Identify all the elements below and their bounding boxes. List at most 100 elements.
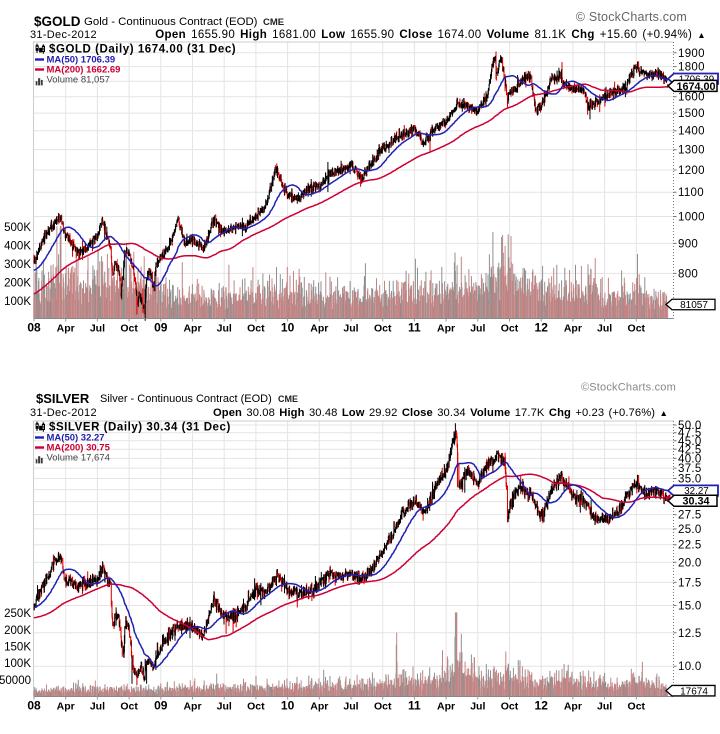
svg-text:1600: 1600 (678, 92, 705, 104)
svg-text:31-Dec-2012: 31-Dec-2012 (30, 29, 97, 41)
svg-text:Jul: Jul (470, 701, 485, 713)
svg-text:Jul: Jul (217, 323, 232, 335)
svg-text:Volume 17,674: Volume 17,674 (47, 453, 110, 464)
svg-text:31-Dec-2012: 31-Dec-2012 (30, 407, 97, 419)
svg-text:100K: 100K (4, 658, 31, 670)
svg-text:47.5: 47.5 (678, 428, 702, 440)
svg-text:32.27: 32.27 (684, 486, 709, 497)
svg-text:25.0: 25.0 (678, 524, 702, 536)
svg-text:Oct: Oct (628, 323, 646, 335)
svg-text:Jul: Jul (343, 323, 358, 335)
svg-text:1200: 1200 (678, 165, 705, 177)
svg-text:Apr: Apr (564, 323, 582, 335)
svg-text:$GOLD: $GOLD (34, 14, 81, 29)
svg-text:Apr: Apr (57, 701, 75, 713)
svg-text:12: 12 (535, 699, 549, 713)
svg-text:Oct: Oct (247, 701, 265, 713)
svg-text:Apr: Apr (310, 323, 328, 335)
svg-text:1400: 1400 (678, 126, 705, 138)
svg-text:1100: 1100 (678, 187, 704, 199)
svg-text:Apr: Apr (437, 323, 455, 335)
svg-text:$GOLD (Daily) 1674.00 (31 Dec): $GOLD (Daily) 1674.00 (31 Dec) (49, 44, 236, 56)
svg-text:150K: 150K (4, 642, 31, 654)
svg-text:50000: 50000 (0, 675, 31, 687)
svg-text:Apr: Apr (310, 701, 328, 713)
svg-text:Oct: Oct (374, 323, 392, 335)
svg-text:Oct: Oct (120, 701, 138, 713)
svg-text:Open 30.08 High 30.48 Low 29.9: Open 30.08 High 30.48 Low 29.92 Close 30… (213, 407, 668, 419)
svg-text:Jul: Jul (90, 323, 105, 335)
svg-text:50.0: 50.0 (678, 420, 702, 432)
svg-text:$SILVER: $SILVER (36, 391, 90, 406)
svg-text:1800: 1800 (678, 62, 705, 74)
svg-text:09: 09 (154, 699, 168, 713)
svg-text:81057: 81057 (680, 300, 708, 311)
svg-text:© StockCharts.com: © StockCharts.com (576, 10, 687, 24)
svg-text:20.0: 20.0 (678, 557, 702, 569)
svg-text:Oct: Oct (374, 701, 392, 713)
svg-text:400K: 400K (4, 241, 31, 253)
svg-text:10.0: 10.0 (678, 661, 702, 673)
svg-text:100K: 100K (4, 296, 31, 308)
svg-text:22.5: 22.5 (678, 540, 702, 552)
svg-text:27.5: 27.5 (678, 510, 702, 522)
svg-text:Jul: Jul (90, 701, 105, 713)
svg-text:10: 10 (281, 321, 295, 335)
svg-text:Volume 81,057: Volume 81,057 (47, 75, 110, 86)
svg-text:Apr: Apr (57, 323, 75, 335)
svg-text:15.0: 15.0 (678, 601, 702, 613)
svg-text:Oct: Oct (628, 701, 646, 713)
svg-text:08: 08 (27, 321, 41, 335)
svg-text:800: 800 (678, 268, 698, 280)
svg-text:17.5: 17.5 (678, 577, 702, 589)
svg-text:Gold - Continuous Contract (EO: Gold - Continuous Contract (EOD) (84, 16, 258, 28)
svg-text:1674.00: 1674.00 (676, 81, 715, 93)
svg-text:MA(200) 1662.69: MA(200) 1662.69 (47, 65, 121, 76)
svg-text:30.34: 30.34 (682, 496, 709, 508)
svg-text:42.5: 42.5 (678, 444, 702, 456)
svg-text:1300: 1300 (678, 145, 705, 157)
svg-text:1900: 1900 (678, 48, 705, 60)
svg-text:Oct: Oct (501, 701, 519, 713)
svg-text:Jul: Jul (217, 701, 232, 713)
svg-text:CME: CME (278, 394, 298, 404)
svg-text:37.5: 37.5 (678, 463, 702, 475)
svg-text:1000: 1000 (678, 212, 705, 224)
svg-text:300K: 300K (4, 259, 31, 271)
svg-text:MA(50) 32.27: MA(50) 32.27 (47, 433, 105, 444)
svg-text:900: 900 (678, 238, 698, 250)
svg-text:08: 08 (27, 699, 41, 713)
svg-text:Jul: Jul (597, 323, 612, 335)
svg-text:200K: 200K (4, 625, 31, 637)
svg-text:500K: 500K (4, 222, 31, 234)
svg-text:MA(200) 30.75: MA(200) 30.75 (47, 443, 111, 454)
svg-text:Jul: Jul (597, 701, 612, 713)
svg-text:©StockCharts.com: ©StockCharts.com (581, 382, 676, 394)
svg-text:CME: CME (263, 17, 284, 28)
svg-text:17674: 17674 (680, 686, 708, 697)
svg-text:35.0: 35.0 (678, 474, 702, 486)
svg-text:250K: 250K (4, 608, 31, 620)
svg-text:200K: 200K (4, 278, 31, 290)
svg-text:09: 09 (154, 321, 168, 335)
svg-text:Oct: Oct (501, 323, 519, 335)
svg-text:Apr: Apr (564, 701, 582, 713)
svg-text:45.0: 45.0 (678, 436, 702, 448)
svg-text:Jul: Jul (470, 323, 485, 335)
svg-text:1500: 1500 (678, 108, 705, 120)
svg-text:40.0: 40.0 (678, 453, 702, 465)
svg-text:Silver - Continuous Contract (: Silver - Continuous Contract (EOD) (100, 393, 272, 405)
svg-text:$SILVER (Daily) 30.34 (31 Dec): $SILVER (Daily) 30.34 (31 Dec) (49, 422, 231, 434)
svg-text:MA(50) 1706.39: MA(50) 1706.39 (47, 55, 116, 66)
svg-text:Oct: Oct (120, 323, 138, 335)
svg-text:Apr: Apr (437, 701, 455, 713)
svg-text:10: 10 (281, 699, 295, 713)
svg-text:Open 1655.90 High 1681.00 Low: Open 1655.90 High 1681.00 Low 1655.90 Cl… (155, 29, 706, 41)
svg-text:11: 11 (408, 699, 421, 713)
svg-text:12.5: 12.5 (678, 628, 702, 640)
svg-text:Oct: Oct (247, 323, 265, 335)
svg-text:12: 12 (535, 321, 549, 335)
svg-text:Apr: Apr (183, 701, 201, 713)
svg-text:11: 11 (408, 321, 421, 335)
svg-text:Jul: Jul (343, 701, 358, 713)
